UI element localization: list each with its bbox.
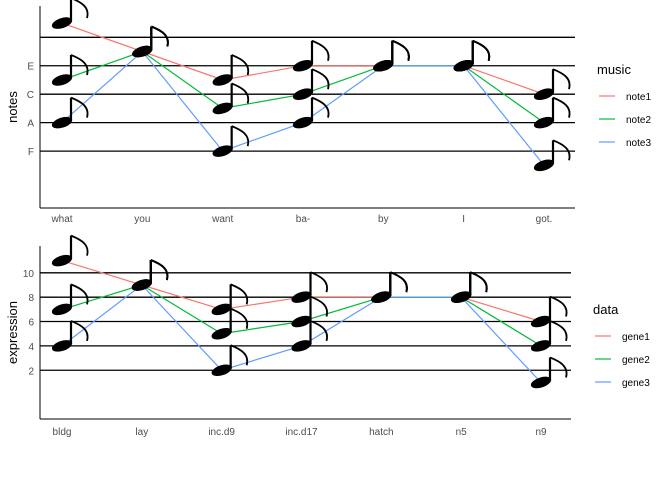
data-point-note	[211, 283, 249, 316]
y-axis-title: notes	[5, 91, 20, 123]
x-tick-label: ba-	[296, 214, 310, 225]
data-point-note	[212, 125, 250, 157]
data-point-note	[51, 283, 89, 316]
data-point-note	[51, 0, 89, 29]
legend-label: note1	[626, 92, 651, 103]
data-point-note	[291, 271, 328, 303]
x-tick-label: got.	[536, 214, 553, 225]
y-axis-title: expression	[5, 301, 20, 364]
legend-title: music	[597, 62, 631, 77]
y-tick-label: 2	[28, 366, 34, 377]
x-tick-label: what	[50, 214, 72, 225]
data-point-note	[212, 82, 250, 115]
data-point-note	[132, 25, 169, 58]
expression-chart: 2 4 6 8 10 bldg lay inc.d9 inc.d17 hatch n5 n9 expre…	[5, 234, 650, 438]
data-point-note	[211, 344, 249, 377]
legend: data gene1 gene2 gene3	[593, 302, 650, 389]
x-tick-label: n9	[535, 427, 547, 438]
data-point-note	[373, 39, 410, 72]
data-point-note	[371, 271, 408, 303]
y-tick-label: 10	[23, 269, 35, 280]
data-point-note	[451, 271, 488, 303]
y-tick-label: 8	[28, 293, 34, 304]
y-tick-label: A	[27, 119, 34, 130]
data-point-note	[212, 54, 250, 86]
y-tick-label: F	[28, 147, 34, 158]
legend-label: gene2	[622, 355, 650, 366]
x-tick-label: you	[134, 214, 150, 225]
data-point-note	[533, 68, 571, 100]
x-tick-label: want	[211, 214, 233, 225]
data-point-note	[291, 320, 328, 352]
data-point-note	[51, 54, 89, 86]
data-point-note	[533, 139, 571, 172]
data-point-note	[292, 68, 330, 100]
legend-label: gene3	[622, 378, 650, 389]
x-tick-label: bldg	[53, 427, 72, 438]
legend-title: data	[593, 302, 619, 317]
x-tick-label: by	[378, 214, 389, 225]
legend-label: note3	[626, 138, 651, 149]
legend-label: note2	[626, 115, 651, 126]
data-point-note	[533, 96, 571, 129]
data-point-note	[51, 96, 89, 129]
data-point-note	[530, 320, 568, 352]
x-tick-label: inc.d17	[285, 427, 318, 438]
data-point-note	[292, 39, 330, 72]
y-tick-label: E	[27, 62, 34, 73]
y-tick-label: 4	[28, 342, 34, 353]
legend-label: gene1	[622, 332, 650, 343]
data-point-note	[530, 356, 568, 389]
legend: music note1 note2 note3	[597, 62, 651, 149]
y-tick-label: C	[27, 90, 34, 101]
data-point-note	[51, 320, 89, 352]
data-point-note	[131, 259, 169, 291]
y-tick-label: 6	[28, 318, 34, 329]
x-tick-label: inc.d9	[208, 427, 235, 438]
x-tick-label: I	[462, 214, 465, 225]
data-point-note	[292, 96, 330, 129]
x-tick-label: hatch	[369, 427, 393, 438]
data-point-note	[211, 307, 249, 340]
data-point-note	[530, 295, 568, 328]
data-point-note	[453, 39, 491, 72]
data-point-note	[51, 234, 89, 267]
x-tick-label: n5	[456, 427, 468, 438]
data-point-note	[291, 295, 328, 328]
x-tick-label: lay	[135, 427, 148, 438]
